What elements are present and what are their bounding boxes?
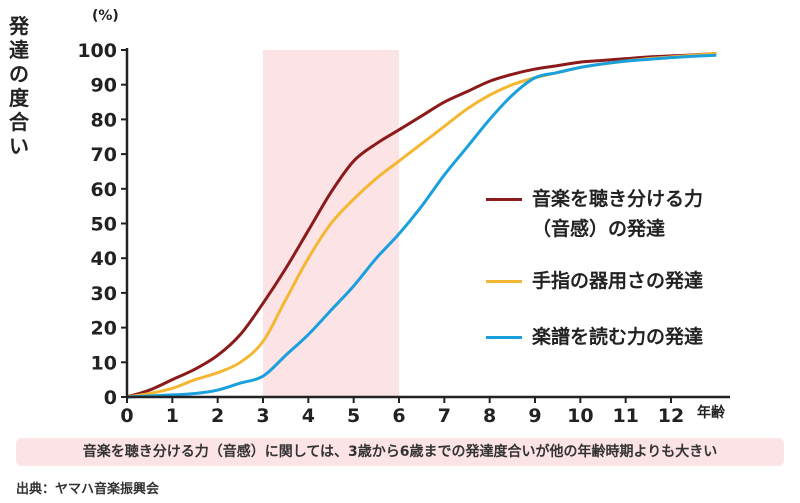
y-tick-label: 80 <box>91 109 117 131</box>
y-tick-label: 40 <box>91 248 117 270</box>
series-line-pitch <box>126 51 717 399</box>
x-tick-label: 2 <box>211 405 224 427</box>
y-axis-label-char: の <box>9 62 29 86</box>
legend-label-dexterity: 手指の器用さの発達 <box>532 270 704 292</box>
legend-item-score-reading: 楽譜を読む力の発達 <box>486 322 796 352</box>
y-tick-label: 20 <box>91 318 117 340</box>
y-axis-label-char: い <box>9 134 29 158</box>
x-tick-label: 5 <box>347 405 360 427</box>
series-line-score-reading <box>126 53 717 399</box>
legend: 音楽を聴き分ける力 （音感）の発達 手指の器用さの発達 楽譜を読む力の発達 <box>486 184 796 352</box>
legend-label-pitch-line1: 音楽を聴き分ける力 <box>532 188 704 210</box>
x-tick-label: 7 <box>438 405 451 427</box>
x-tick-label: 9 <box>528 405 541 427</box>
legend-item-dexterity: 手指の器用さの発達 <box>486 266 796 296</box>
x-tick-label: 3 <box>256 405 269 427</box>
y-axis-label-char: 発 <box>9 14 29 38</box>
x-tick-label: 11 <box>612 405 638 427</box>
legend-label-pitch-line2: （音感）の発達 <box>532 218 666 240</box>
y-tick-label: 90 <box>91 75 117 97</box>
note-banner: 音楽を聴き分ける力（音感）に関しては、3歳から6歳までの発達度合いが他の年齢時期… <box>16 438 784 466</box>
legend-item-pitch: 音楽を聴き分ける力 （音感）の発達 <box>486 184 796 244</box>
y-tick-label: 50 <box>91 214 117 236</box>
source-credit: 出典：ヤマハ音楽振興会 <box>16 482 160 497</box>
x-tick-label: 0 <box>120 405 133 427</box>
legend-label-score-reading: 楽譜を読む力の発達 <box>532 326 704 348</box>
y-tick-label: 30 <box>91 283 117 305</box>
y-axis-label-char: 合 <box>9 110 29 134</box>
x-tick-label: 12 <box>658 405 684 427</box>
y-tick-label: 100 <box>77 40 117 62</box>
legend-swatch-pitch <box>486 198 522 201</box>
legend-swatch-dexterity <box>486 280 522 283</box>
x-axis-unit: 年齢 <box>697 405 725 421</box>
y-tick-label: 0 <box>104 387 117 409</box>
x-tick-label: 10 <box>567 405 593 427</box>
y-tick-label: 10 <box>91 352 117 374</box>
y-axis-unit: (%) <box>92 8 119 24</box>
y-tick-label: 60 <box>91 179 117 201</box>
y-axis-label-char: 度 <box>9 86 29 110</box>
y-axis-label: 発達の度合い <box>8 14 30 158</box>
y-tick-label: 70 <box>91 144 117 166</box>
x-tick-label: 1 <box>166 405 179 427</box>
x-tick-label: 4 <box>302 405 315 427</box>
y-axis-label-char: 達 <box>9 38 29 62</box>
x-tick-label: 6 <box>392 405 405 427</box>
legend-swatch-score-reading <box>486 336 522 339</box>
x-tick-label: 8 <box>483 405 496 427</box>
